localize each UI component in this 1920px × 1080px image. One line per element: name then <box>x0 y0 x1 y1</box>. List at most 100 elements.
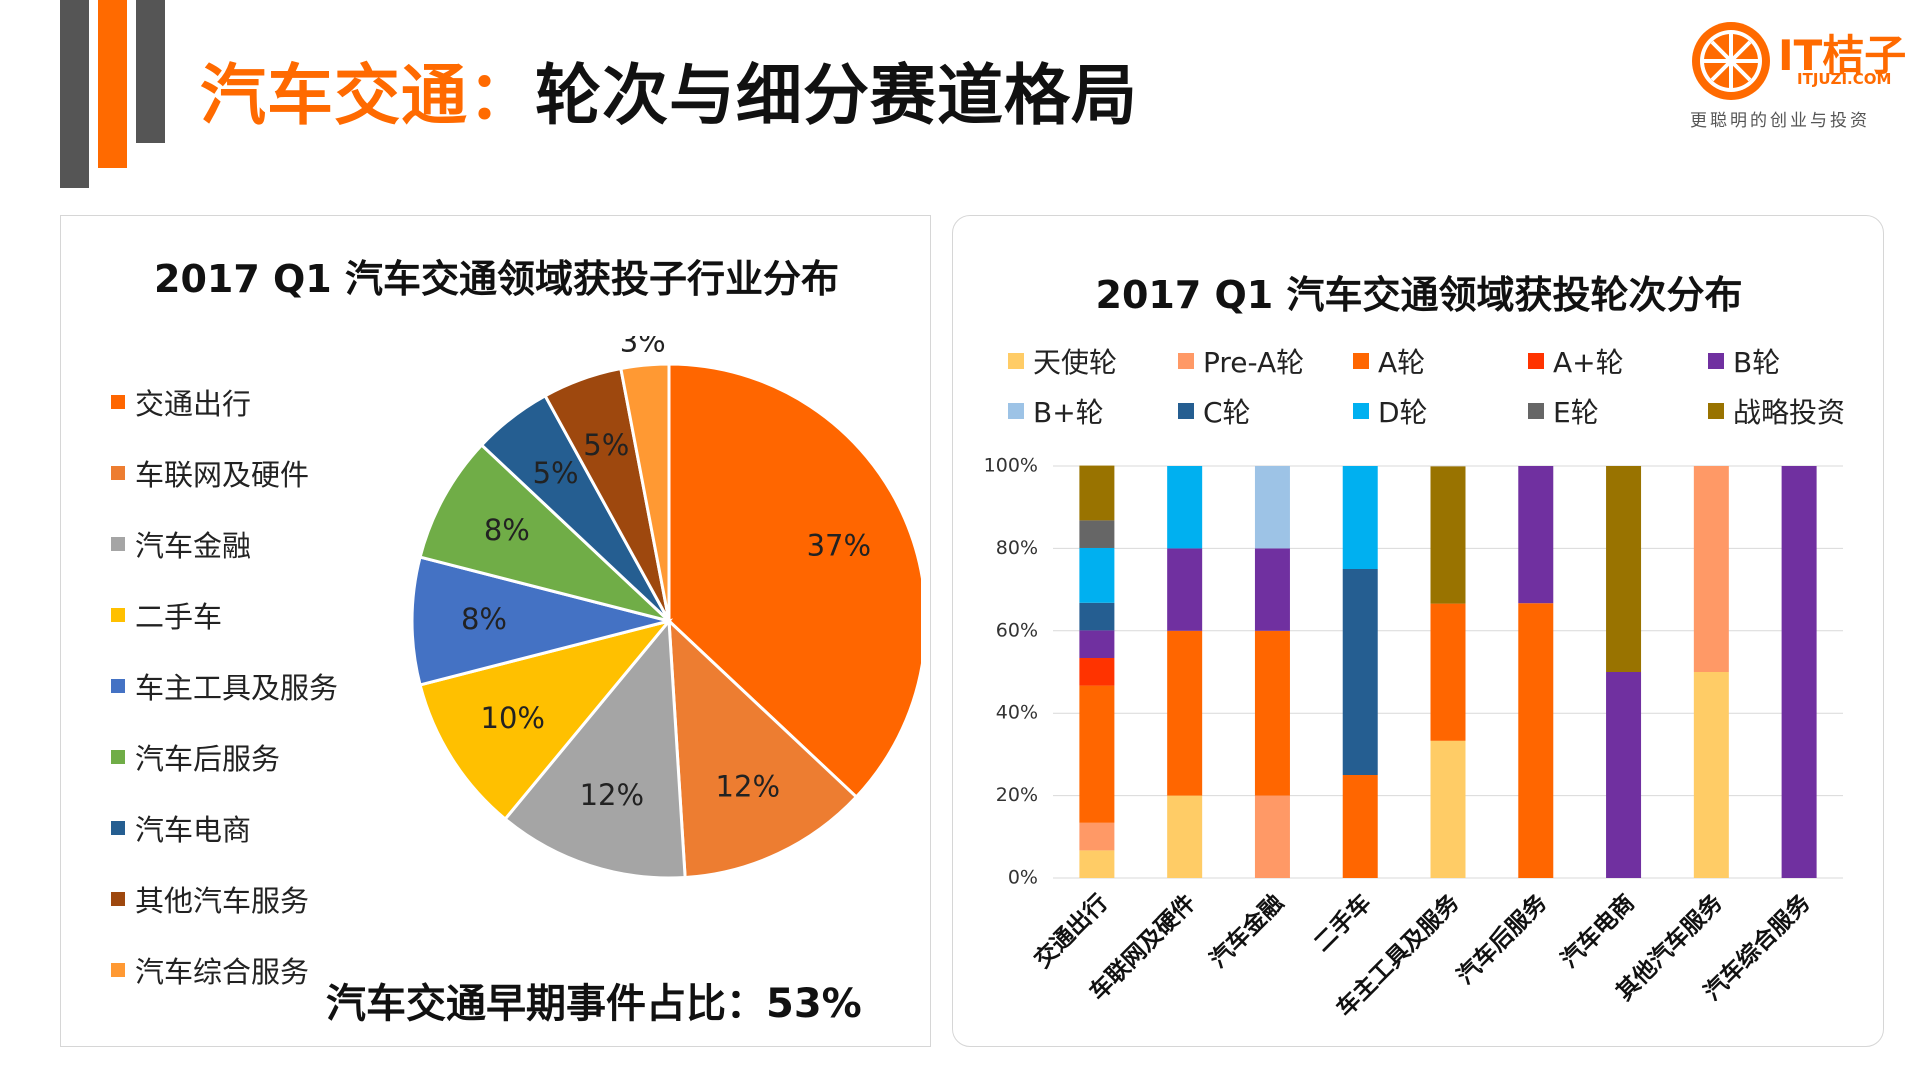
bar-segment <box>1254 795 1290 878</box>
pie-legend-entry: 汽车后服务 <box>111 721 338 792</box>
bar-legend-swatch <box>1008 403 1024 419</box>
bar-legend-entry: B+轮 <box>1008 386 1104 436</box>
bar-legend-swatch <box>1528 403 1544 419</box>
pie-slice-item-9 <box>619 362 671 622</box>
bar-legend-entry: E轮 <box>1528 386 1599 436</box>
bar-segment <box>1430 740 1466 878</box>
decorative-bar-3 <box>136 0 165 143</box>
bar-segment <box>1254 630 1290 796</box>
bar-legend-entry: 天使轮 <box>1008 336 1117 386</box>
bar-legend-label: A+轮 <box>1553 346 1624 379</box>
x-category-label: 二手车 <box>1309 889 1377 957</box>
y-tick-label: 100% <box>984 455 1038 477</box>
orange-slice-icon <box>1692 22 1770 100</box>
bar-legend-entry: B轮 <box>1708 336 1780 386</box>
bar-segment <box>1079 465 1115 521</box>
bar-chart-panel: 2017 Q1 汽车交通领域获投轮次分布 天使轮 Pre-A轮 A轮 A+轮 B轮 B+轮… <box>952 215 1884 1047</box>
bar-legend-label: B轮 <box>1733 346 1781 379</box>
page-title-main: 轮次与细分赛道格局 <box>535 57 1138 134</box>
bar-legend-label: E轮 <box>1553 396 1599 429</box>
pie-legend-entry: 交通出行 <box>111 366 338 437</box>
pie-legend-entry: 二手车 <box>111 579 338 650</box>
logo-name: IT桔子 <box>1778 31 1907 80</box>
pie-data-label: 5% <box>583 428 629 462</box>
pie-slice-item-3 <box>503 617 687 880</box>
pie-data-label: 37% <box>807 529 871 563</box>
pie-legend-swatch <box>111 962 125 977</box>
y-tick-label: 0% <box>1008 867 1038 889</box>
bar-segment <box>1693 672 1729 878</box>
pie-legend-entry: 其他汽车服务 <box>111 863 338 934</box>
pie-legend-swatch <box>111 678 125 693</box>
decorative-bar-2 <box>98 0 127 168</box>
pie-legend-swatch <box>111 607 125 622</box>
bar-legend-swatch <box>1353 353 1369 369</box>
bar-legend-swatch <box>1708 353 1724 369</box>
y-tick-label: 60% <box>996 619 1038 641</box>
pie-legend-swatch <box>111 394 125 409</box>
pie-legend-label: 汽车综合服务 <box>135 954 310 989</box>
pie-legend-label: 汽车后服务 <box>135 741 281 776</box>
pie-data-label: 5% <box>533 456 579 490</box>
bar-segment <box>1518 603 1554 878</box>
pie-slice-item-2 <box>667 617 859 880</box>
pie-legend-entry: 车主工具及服务 <box>111 650 338 721</box>
pie-data-label: 12% <box>580 778 644 812</box>
pie-legend-label: 其他汽车服务 <box>135 883 310 918</box>
pie-data-label: 3% <box>620 336 666 358</box>
pie-chart-panel: 2017 Q1 汽车交通领域获投子行业分布 交通出行 车联网及硬件 汽车金融 二手车车… <box>60 215 931 1047</box>
bar-segment <box>1079 822 1115 851</box>
bar-segment <box>1079 685 1115 823</box>
bar-legend-label: A轮 <box>1378 346 1426 379</box>
decorative-bar-1 <box>60 0 89 188</box>
bar-segment <box>1430 466 1466 604</box>
y-tick-label: 80% <box>996 537 1038 559</box>
bar-legend-entry: Pre-A轮 <box>1178 336 1304 386</box>
bar-segment <box>1606 672 1642 878</box>
pie-legend-swatch <box>111 536 125 551</box>
pie-slice-item-6 <box>418 442 671 623</box>
pie-legend-label: 车主工具及服务 <box>135 670 339 705</box>
pie-legend-entry: 车联网及硬件 <box>111 437 338 508</box>
bar-legend-swatch <box>1008 353 1024 369</box>
bar-legend-swatch <box>1528 353 1544 369</box>
bar-legend-label: D轮 <box>1378 396 1428 429</box>
pie-legend-label: 车联网及硬件 <box>135 457 310 492</box>
bar-segment <box>1693 466 1729 672</box>
bar-legend-entry: A轮 <box>1353 336 1425 386</box>
pie-legend-label: 汽车电商 <box>135 812 252 847</box>
pie-data-label: 8% <box>461 602 507 636</box>
bar-legend-entry: C轮 <box>1178 386 1251 436</box>
bar-segment <box>1079 520 1115 548</box>
bar-segment <box>1079 547 1115 603</box>
bar-segment <box>1079 657 1115 686</box>
y-tick-label: 20% <box>996 784 1038 806</box>
bar-chart-title: 2017 Q1 汽车交通领域获投轮次分布 <box>1095 273 1743 317</box>
bar-legend-entry: D轮 <box>1353 386 1428 436</box>
pie-slice-item-5 <box>410 555 670 687</box>
bar-segment <box>1079 602 1115 631</box>
bar-segment <box>1342 569 1378 775</box>
pie-legend-entry: 汽车金融 <box>111 508 338 579</box>
early-stage-ratio-note: 汽车交通早期事件占比：53% <box>326 981 862 1027</box>
pie-legend-label: 交通出行 <box>135 386 252 421</box>
logo-slogan: 更聪明的创业与投资 <box>1690 111 1870 131</box>
page-title: 汽车交通：轮次与细分赛道格局 <box>200 42 1138 138</box>
logo-domain: ITJUZI.COM <box>1797 70 1892 88</box>
pie-slice-item-4 <box>418 618 674 822</box>
page-title-accent: 汽车交通 <box>200 57 468 134</box>
bar-segment <box>1342 775 1378 878</box>
bar-legend-entry: A+轮 <box>1528 336 1624 386</box>
bar-segment <box>1342 466 1378 569</box>
pie-data-label: 10% <box>481 701 545 735</box>
bar-segment <box>1254 548 1290 631</box>
bar-legend-label: 天使轮 <box>1033 346 1118 379</box>
bar-legend-entry: 战略投资 <box>1708 386 1845 436</box>
x-category-label: 汽车电商 <box>1556 889 1640 973</box>
bar-legend-swatch <box>1178 403 1194 419</box>
x-category-label: 汽车后服务 <box>1452 888 1553 989</box>
pie-legend-swatch <box>111 749 125 764</box>
bar-segment <box>1167 466 1203 549</box>
bar-segment <box>1167 795 1203 878</box>
